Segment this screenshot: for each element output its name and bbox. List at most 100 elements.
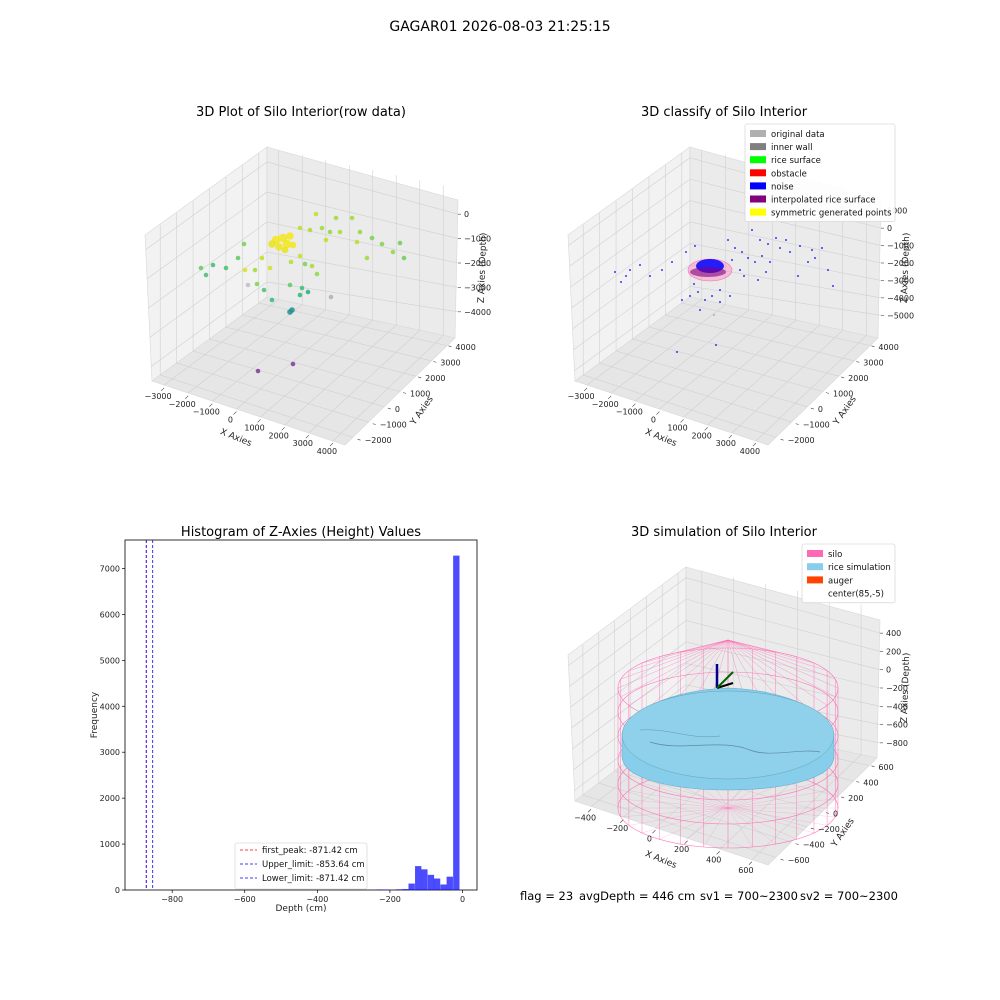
noise-point — [734, 247, 736, 249]
raw-point — [305, 289, 311, 295]
z-tick-label: −200 — [886, 684, 908, 693]
x-tick-label: 2000 — [269, 431, 289, 440]
classify-legend: original data inner wall rice surface obsta… — [744, 123, 896, 222]
x-tick-label: −1000 — [616, 408, 643, 417]
y-tick-mark — [825, 392, 830, 394]
y-tick-mark — [795, 843, 799, 845]
y-tick-mark — [448, 345, 452, 348]
noise-point — [739, 269, 741, 271]
z-tick-label: −1000 — [887, 242, 914, 251]
raw-point — [223, 265, 229, 271]
y-gridline — [648, 177, 839, 377]
silo-roof-rib — [727, 639, 797, 657]
x-tick-label: 3000 — [716, 439, 736, 448]
histogram-y-ticks: 0 1000 2000 3000 4000 5000 6000 7000 — [100, 564, 125, 895]
raw-point — [309, 263, 315, 269]
raw-point — [319, 225, 325, 231]
silo-roof-rib — [641, 639, 729, 714]
raw-point — [269, 297, 275, 303]
silo-roof-rib — [628, 639, 729, 706]
noise-point — [671, 261, 673, 263]
x-tick-mark — [752, 442, 757, 447]
y-tick-mark — [780, 438, 784, 441]
legend-frame — [234, 842, 368, 890]
z-tick-label: −4000 — [887, 294, 914, 303]
y-tick-label: 1000 — [100, 840, 120, 849]
y-tick-mark — [825, 812, 830, 814]
y-gridline — [615, 201, 808, 408]
y-gridline — [598, 633, 792, 843]
z-tick-label: −2000 — [464, 259, 491, 268]
x-tick-mark — [680, 419, 684, 423]
x-gridline — [707, 175, 820, 426]
z-tick-label: 0 — [887, 224, 892, 233]
x-gridline — [611, 154, 726, 394]
x-tick-mark — [587, 809, 592, 813]
histogram-bar — [402, 889, 409, 890]
y-tick-label: 0 — [395, 405, 400, 414]
y-gridline — [225, 177, 416, 377]
classify-3d-panel: 3D classify of Silo Interior −3000−2000−… — [568, 105, 915, 456]
silo-roof-rib — [628, 639, 729, 671]
raw-point — [288, 259, 294, 265]
noise-point — [754, 261, 756, 263]
noise-point — [620, 281, 622, 283]
noise-point — [757, 279, 759, 281]
silo-roof-rib — [727, 639, 836, 680]
y-gridline — [599, 213, 792, 423]
original-point — [713, 314, 715, 316]
x-gridline — [332, 185, 444, 442]
x-tick-mark — [748, 861, 753, 865]
x-tick-mark — [209, 403, 213, 407]
z-tick-label: −1000 — [464, 235, 491, 244]
noise-point — [689, 295, 691, 297]
y-tick-mark — [871, 345, 875, 348]
simulation-3d-panel: 3D simulation of Silo Interior −400 −200 0… — [567, 525, 912, 875]
y-gridline — [209, 189, 401, 392]
noise-point — [676, 351, 678, 353]
raw-point — [286, 232, 294, 240]
raw-point — [297, 225, 303, 231]
z-tick-label: −3000 — [464, 283, 491, 292]
noise-point — [785, 239, 787, 241]
x-gridline — [751, 604, 862, 860]
y-tick-mark — [780, 858, 784, 861]
raw-point — [289, 307, 295, 313]
noise-point — [625, 275, 627, 277]
raw-3d-grid — [145, 149, 459, 442]
y-tick-label: 0 — [818, 405, 823, 414]
legend-swatch — [807, 550, 823, 557]
z-tick-label: −3000 — [887, 276, 914, 285]
noise-point — [743, 275, 745, 277]
x-gridline — [188, 154, 303, 394]
noise-point — [704, 299, 706, 301]
x-tick-mark — [607, 395, 612, 400]
x-tick-label: 2000 — [692, 431, 712, 440]
z-gridline — [573, 264, 882, 350]
noise-point — [729, 295, 731, 297]
silo-roof-rib — [727, 639, 839, 689]
y-tick-mark — [387, 407, 391, 410]
z-gridline — [151, 281, 459, 367]
noise-point — [661, 269, 663, 271]
x-tick-mark — [684, 840, 688, 844]
y-tick-label: −200 — [818, 825, 840, 834]
noise-point — [719, 289, 721, 291]
y-tick-label: 3000 — [863, 358, 883, 367]
auger-axis-y — [716, 671, 734, 689]
y-tick-mark — [841, 796, 845, 799]
x-tick-mark — [583, 387, 588, 392]
silo-floor-rib — [727, 782, 815, 809]
raw-point — [261, 287, 267, 293]
noise-point — [639, 264, 641, 266]
noise-point — [685, 251, 687, 253]
legend-entry: Lower_limit: -871.42 cm — [262, 874, 364, 884]
x-tick-mark — [281, 427, 285, 431]
noise-point — [727, 239, 729, 241]
legend-swatch — [750, 169, 766, 177]
raw-point — [337, 229, 343, 235]
z-tick-label: 1000 — [887, 207, 907, 216]
y-gridline — [242, 165, 432, 362]
y-tick-label: 4000 — [455, 343, 475, 352]
z-tick-label: 0 — [886, 666, 891, 675]
